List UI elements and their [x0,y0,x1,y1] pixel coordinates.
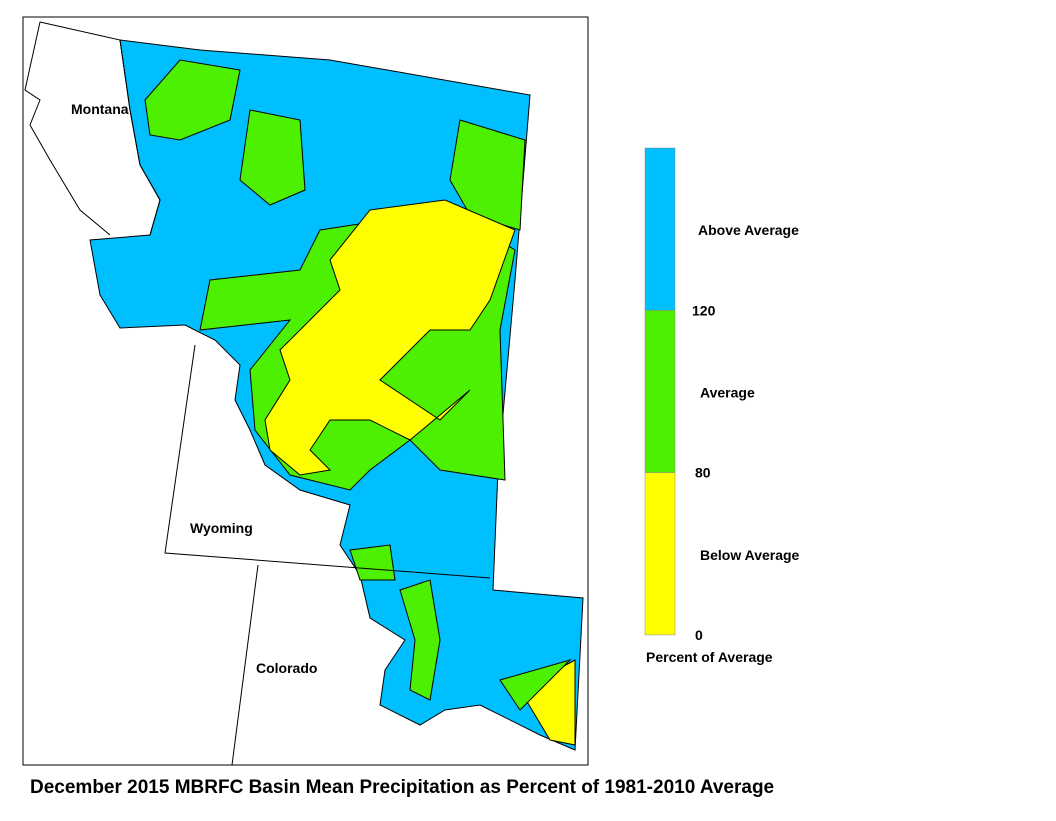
state-label: Colorado [256,660,317,676]
basin-region [399,579,441,701]
legend: Above Average Average Below Average 120 80 0 P… [644,147,800,665]
legend-title: Percent of Average [646,649,773,665]
basin-region [239,109,306,206]
state-border [164,344,491,579]
state-label: Montana [71,101,129,117]
map [89,39,584,751]
legend-label: Average [700,384,755,400]
legend-label: Below Average [700,547,800,563]
basin-region [264,199,516,476]
legend-break: 120 [692,302,716,318]
state-border [39,21,161,236]
legend-swatch [644,147,676,311]
basin-region [349,544,396,581]
state-border [231,564,259,766]
state-label: Wyoming [190,520,253,536]
legend-break: 80 [695,465,711,481]
basin-region [144,59,241,141]
legend-break: 0 [695,627,703,643]
legend-swatch [644,310,676,473]
legend-swatch [644,472,676,636]
legend-label: Above Average [698,222,799,238]
basin-region [499,658,572,711]
title: December 2015 MBRFC Basin Mean Precipita… [30,777,774,798]
state-border [24,21,111,236]
state-borders [24,21,491,766]
